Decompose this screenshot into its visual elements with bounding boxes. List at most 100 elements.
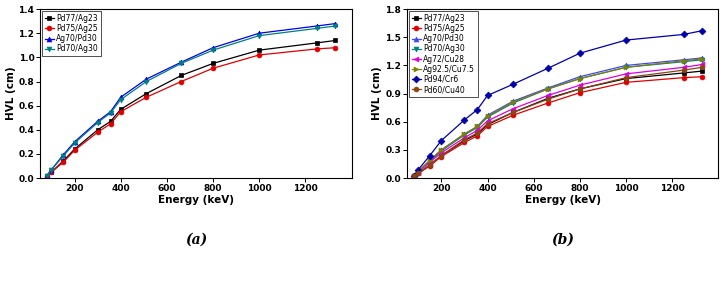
Ag72/Cu28 [409,175,418,178]
Pd77/Ag23 [93,128,102,132]
Ag72/Cu28 [544,94,552,97]
Pd75/Ag25 [209,67,217,70]
Pd75/Ag25 [70,149,79,152]
Pd75/Ag25 [483,125,492,128]
Pd75/Ag25 [93,131,102,134]
Pd60/Cu40 [698,66,707,69]
Pd70/Ag30 [473,126,481,129]
Pd77/Ag23 [698,69,707,73]
Ag72/Cu28 [679,66,688,69]
Pd75/Ag25 [437,155,446,158]
Ag72/Cu28 [576,83,584,87]
Pd60/Cu40 [509,111,518,114]
Pd77/Ag23 [59,160,67,163]
Ag92.5/Cu7.5 [460,132,468,136]
Pd75/Ag25 [698,75,707,78]
Pd77/Ag23 [70,148,79,151]
Pd77/Ag23 [331,39,340,42]
Pd75/Ag25 [409,175,418,178]
Pd70/Ag30 [106,111,115,115]
Pd70/Ag30 [698,58,707,62]
Pd70/Ag30 [460,133,468,137]
Ag70/Pd30 [117,96,125,99]
Pd94/Cr6 [460,118,468,122]
Line: Pd77/Ag23: Pd77/Ag23 [411,69,704,179]
Ag72/Cu28 [437,151,446,155]
Pd70/Ag30 [313,27,321,30]
Line: Pd70/Ag30: Pd70/Ag30 [411,57,704,179]
Pd94/Cr6 [426,154,434,157]
Pd60/Cu40 [414,172,423,175]
Pd77/Ag23 [409,175,418,178]
X-axis label: Energy (keV): Energy (keV) [158,196,234,205]
Pd77/Ag23 [142,92,151,95]
Pd75/Ag25 [622,81,631,84]
Pd77/Ag23 [255,48,264,52]
Ag70/Pd30 [59,153,67,157]
Pd60/Cu40 [544,98,552,101]
Pd70/Ag30 [622,66,631,69]
Pd70/Ag30 [679,60,688,63]
Pd70/Ag30 [43,174,51,177]
Pd77/Ag23 [426,163,434,167]
Ag92.5/Cu7.5 [409,175,418,178]
Ag70/Pd30 [437,148,446,152]
Ag70/Pd30 [698,56,707,60]
Pd60/Cu40 [409,175,418,178]
Ag72/Cu28 [460,136,468,139]
Pd70/Ag30 [576,77,584,80]
Text: (b): (b) [551,232,574,246]
Pd75/Ag25 [255,53,264,57]
Pd60/Cu40 [473,132,481,135]
Pd70/Ag30 [509,101,518,105]
Pd75/Ag25 [47,171,56,174]
Y-axis label: HVL (cm): HVL (cm) [372,67,382,121]
Pd77/Ag23 [622,77,631,80]
Pd75/Ag25 [414,172,423,175]
Pd70/Ag30 [483,115,492,119]
Pd94/Cr6 [698,29,707,32]
Pd75/Ag25 [106,122,115,126]
Pd70/Ag30 [59,155,67,158]
Line: Pd70/Ag30: Pd70/Ag30 [44,24,338,178]
Line: Pd75/Ag25: Pd75/Ag25 [44,45,338,178]
Pd70/Ag30 [437,149,446,153]
Line: Pd75/Ag25: Pd75/Ag25 [411,74,704,179]
Ag70/Pd30 [313,24,321,28]
Ag70/Pd30 [255,31,264,35]
Ag70/Pd30 [209,46,217,49]
Text: (a): (a) [185,232,207,246]
Pd77/Ag23 [483,123,492,126]
Pd77/Ag23 [437,154,446,157]
Ag72/Cu28 [414,171,423,174]
Ag70/Pd30 [93,120,102,123]
Pd60/Cu40 [460,138,468,141]
Ag72/Cu28 [483,119,492,123]
Ag70/Pd30 [426,158,434,162]
Pd77/Ag23 [106,120,115,123]
Ag92.5/Cu7.5 [698,57,707,60]
Ag70/Pd30 [70,140,79,144]
Legend: Pd77/Ag23, Pd75/Ag25, Ag70/Pd30, Pd70/Ag30: Pd77/Ag23, Pd75/Ag25, Ag70/Pd30, Pd70/Ag… [42,11,101,56]
Pd75/Ag25 [331,46,340,49]
Pd94/Cr6 [576,51,584,55]
Ag72/Cu28 [698,63,707,66]
Ag70/Pd30 [679,58,688,62]
Pd70/Ag30 [70,141,79,145]
Line: Ag70/Pd30: Ag70/Pd30 [411,55,704,179]
Ag70/Pd30 [47,168,56,171]
Ag70/Pd30 [460,132,468,136]
Pd94/Cr6 [414,168,423,171]
Ag70/Pd30 [331,22,340,25]
Line: Ag70/Pd30: Ag70/Pd30 [44,21,338,178]
Ag92.5/Cu7.5 [509,100,518,104]
Pd75/Ag25 [313,47,321,51]
Legend: Pd77/Ag23, Pd75/Ag25, Ag70/Pd30, Pd70/Ag30, Ag72/Cu28, Ag92.5/Cu7.5, Pd94/Cr6, P: Pd77/Ag23, Pd75/Ag25, Ag70/Pd30, Pd70/Ag… [409,11,478,97]
Pd94/Cr6 [509,83,518,86]
Ag70/Pd30 [142,78,151,81]
Pd60/Cu40 [437,154,446,157]
Ag70/Pd30 [473,125,481,128]
Line: Pd94/Cr6: Pd94/Cr6 [411,28,704,179]
Ag72/Cu28 [473,129,481,132]
Pd77/Ag23 [509,111,518,114]
